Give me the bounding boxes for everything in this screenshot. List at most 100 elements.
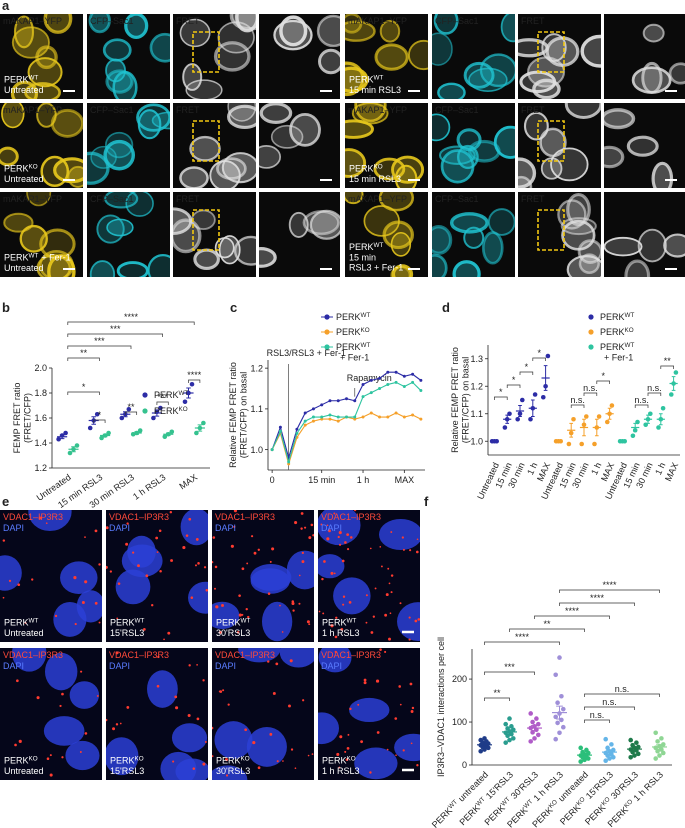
- puncta: [190, 597, 193, 599]
- y-axis-label-line: (FRET/CFP) on basal: [460, 357, 470, 444]
- puncta: [163, 638, 165, 641]
- cell: [408, 39, 428, 71]
- cell: [668, 62, 685, 85]
- cell: [189, 135, 221, 162]
- label-base: PERK: [4, 164, 29, 174]
- puncta: [112, 727, 116, 731]
- significance-label: ***: [94, 336, 105, 346]
- legend-label: PERKWT + Fer-1: [336, 342, 370, 363]
- puncta: [222, 689, 225, 692]
- label-line: Untreated: [4, 263, 44, 273]
- puncta: [416, 550, 419, 554]
- label-base: PERK: [110, 618, 135, 628]
- puncta: [346, 747, 350, 750]
- cell: [233, 235, 256, 266]
- cell: [604, 145, 625, 169]
- label-line: 1 h RSL3: [322, 628, 360, 638]
- cell: [35, 45, 58, 70]
- label: PERKKO 15 min RSL3: [349, 163, 401, 184]
- puncta: [344, 541, 347, 544]
- cells: [259, 209, 340, 268]
- label-sup: WT: [499, 795, 511, 807]
- cell: [3, 212, 34, 233]
- label-sup: WT: [135, 617, 145, 624]
- series-marker: [328, 417, 332, 421]
- puncta: [2, 539, 6, 542]
- label-sup: KO: [600, 795, 611, 806]
- puncta: [61, 692, 64, 696]
- y-tick-label: 100: [452, 717, 467, 727]
- channel-label: VDAC1–IP3R3: [321, 512, 381, 522]
- channel-label: mAKAP1–YFP: [348, 105, 407, 115]
- cell: [433, 14, 459, 35]
- data-point: [507, 737, 512, 743]
- significance-label: **: [543, 619, 551, 629]
- puncta: [187, 713, 191, 718]
- puncta: [250, 535, 254, 538]
- label-sup: KO: [547, 798, 558, 809]
- puncta: [330, 571, 334, 575]
- puncta: [414, 619, 418, 623]
- puncta: [245, 607, 248, 611]
- puncta: [338, 766, 341, 769]
- label-line: Untreated: [4, 766, 44, 776]
- data-point: [74, 443, 80, 448]
- y-tick-label: 0: [462, 760, 467, 770]
- nucleus: [246, 727, 287, 767]
- y-axis-label: Relative FEMP FRET ratio(FRET/CFP) on ba…: [228, 362, 248, 468]
- puncta: [372, 615, 375, 618]
- significance-label: n.s.: [647, 383, 662, 393]
- cell: [102, 38, 132, 62]
- puncta: [380, 565, 383, 568]
- puncta: [379, 546, 382, 548]
- legend-label: PERKWT: [600, 312, 634, 323]
- data-point: [555, 720, 560, 726]
- zoom-box: [537, 209, 565, 251]
- puncta: [302, 699, 305, 702]
- y-tick-label: 200: [452, 674, 467, 684]
- puncta: [370, 631, 374, 634]
- label: PERKKO 1 h RSL3: [322, 755, 360, 776]
- legend-sup: WT: [625, 342, 635, 349]
- channel-label: VDAC1–IP3R3: [109, 650, 169, 660]
- cell: [173, 207, 193, 235]
- cell: [456, 144, 479, 170]
- puncta: [298, 602, 301, 605]
- puncta: [31, 578, 34, 581]
- series-marker: [419, 378, 423, 382]
- data-point: [530, 730, 535, 735]
- puncta: [253, 551, 257, 555]
- channel-label: DAPI: [109, 661, 130, 671]
- cell: [193, 248, 220, 271]
- cells: [273, 14, 340, 75]
- puncta: [276, 760, 279, 763]
- puncta: [14, 743, 17, 747]
- nucleus: [349, 697, 390, 723]
- significance-bracket: [93, 419, 106, 423]
- channel-label: mAKAP1–YFP: [3, 105, 62, 115]
- cells: [518, 33, 601, 99]
- y-tick-label: 1.2: [250, 363, 263, 373]
- cell: [500, 14, 515, 43]
- series-marker: [320, 403, 324, 407]
- data-point: [528, 739, 533, 744]
- puncta: [326, 524, 329, 527]
- puncta: [61, 756, 64, 759]
- legend-marker: [142, 392, 148, 398]
- series-marker: [328, 399, 332, 403]
- data-point: [660, 405, 666, 411]
- significance-bracket: [188, 379, 201, 383]
- cell: [631, 66, 672, 94]
- legend-name: PERK: [336, 342, 361, 352]
- series-marker: [386, 415, 390, 419]
- data-point: [511, 736, 516, 741]
- puncta: [94, 529, 98, 533]
- puncta: [417, 618, 420, 621]
- cell: [651, 161, 674, 188]
- x-tick-label: 0: [270, 475, 275, 485]
- nucleus: [65, 740, 100, 771]
- cells: [345, 103, 425, 188]
- cell: [527, 56, 566, 88]
- channel-label: CFP–Sac1: [435, 105, 479, 115]
- puncta: [384, 613, 388, 617]
